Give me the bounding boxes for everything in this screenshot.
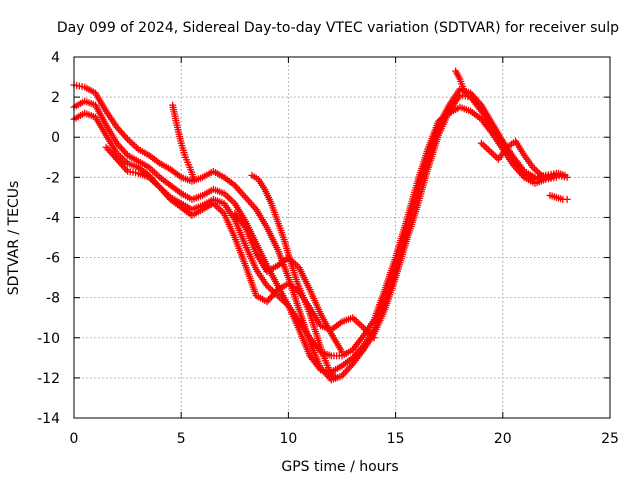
data-point [149,167,157,175]
data-point [125,137,133,145]
plot-frame [73,56,611,419]
data-point [354,319,362,327]
y-tick-label: -6 [46,251,60,267]
data-point [563,195,571,203]
data-point [561,171,569,179]
data-point [131,142,139,150]
y-tick-label: 2 [51,90,60,106]
data-point [217,206,225,214]
tick-labels: 0 5 10 15 20 25 -14 -12 -10 -8 -6 -4 -2 0 2 4 [37,50,619,447]
data-point [531,165,539,173]
y-axis-label: SDTVAR / TECUs [6,181,22,296]
x-tick-label: 0 [70,431,79,447]
x-tick-label: 20 [494,431,512,447]
data-point [358,322,366,330]
data-point [332,374,340,382]
chart-title: Day 099 of 2024, Sidereal Day-to-day VTE… [57,20,619,36]
data-point [190,175,198,183]
y-tick-label: -12 [37,371,60,387]
data-point [127,139,135,147]
y-tick-label: -14 [37,411,60,427]
x-axis-label: GPS time / hours [281,459,398,475]
x-tick-label: 15 [387,431,405,447]
x-tick-label: 5 [177,431,186,447]
data-point [484,146,492,154]
data-point [370,334,378,342]
data-point [338,348,346,356]
x-tick-label: 25 [601,431,619,447]
data-point [489,150,497,158]
data-point [356,320,364,328]
data-point [265,283,273,291]
y-tick-label: -10 [37,331,60,347]
y-tick-label: -2 [46,170,60,186]
data-point [486,147,494,155]
data-point [227,196,235,204]
data-point [129,140,137,148]
data-point [225,194,233,202]
data-point [351,315,359,323]
data-point [479,141,487,149]
data-point [532,167,540,175]
y-tick-label: -8 [46,291,60,307]
y-tick-label: -4 [46,210,60,226]
data-point [491,152,499,160]
data-point [469,95,477,103]
y-tick-label: 0 [51,130,60,146]
data-point [483,144,491,152]
data-point [488,149,496,157]
data-point [477,139,485,147]
data-point [224,193,232,201]
y-tick-label: 4 [51,50,60,66]
data-point [481,142,489,150]
data-points [70,67,571,384]
x-tick-label: 10 [279,431,297,447]
data-point [215,204,223,212]
